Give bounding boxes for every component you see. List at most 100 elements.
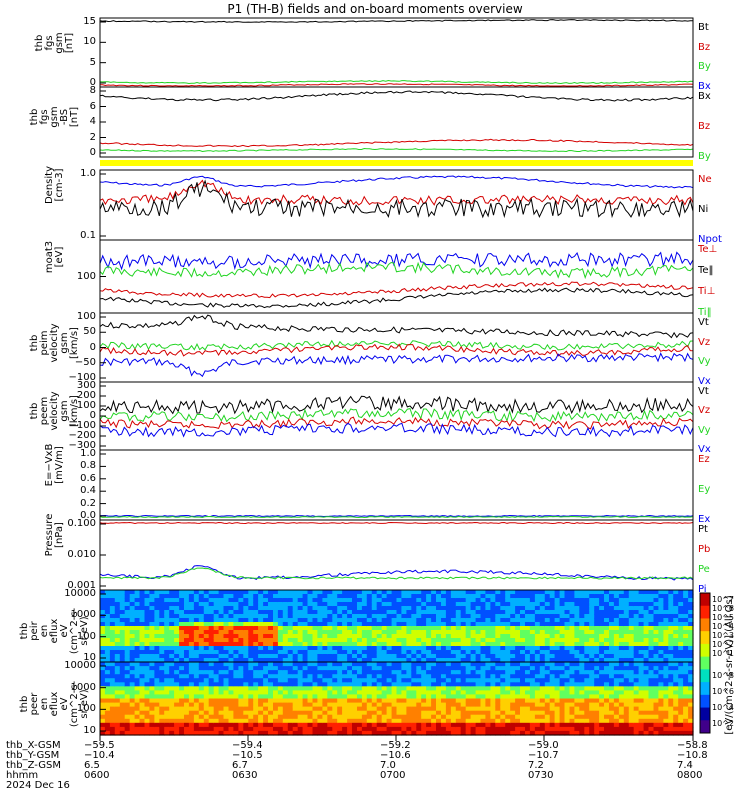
ion-spectrogram-1-cell (500, 642, 506, 647)
ion-spectrogram-1-cell (505, 634, 511, 639)
electron-spectrogram-cell (243, 690, 249, 696)
electron-spectrogram-cell (589, 666, 595, 671)
electron-spectrogram-cell (683, 722, 689, 728)
electron-spectrogram-cell (248, 710, 254, 716)
electron-spectrogram-cell (203, 710, 210, 716)
ion-spectrogram-1-cell (100, 638, 106, 643)
ion-spectrogram-1-cell (431, 634, 437, 639)
electron-spectrogram-cell (534, 662, 541, 667)
ion-spectrogram-1-cell (312, 654, 318, 659)
ion-spectrogram-1-cell (633, 654, 640, 659)
electron-spectrogram-cell (124, 722, 131, 728)
electron-spectrogram-cell (613, 730, 620, 736)
electron-spectrogram-cell (510, 714, 516, 720)
electron-spectrogram-cell (529, 694, 536, 700)
ytick-label-ve: −300 (68, 440, 96, 451)
ion-spectrogram-1-cell (525, 626, 531, 631)
ion-spectrogram-1-cell (322, 638, 328, 643)
ion-spectrogram-1-cell (129, 602, 136, 607)
ion-spectrogram-1-cell (495, 598, 501, 603)
ion-spectrogram-1-cell (119, 606, 126, 611)
ion-spectrogram-1-cell (332, 630, 338, 635)
electron-spectrogram-cell (371, 714, 378, 720)
electron-spectrogram-cell (465, 714, 472, 720)
ion-spectrogram-1-cell (100, 622, 106, 627)
electron-spectrogram-cell (515, 730, 521, 736)
electron-spectrogram-cell (643, 686, 650, 691)
electron-spectrogram-cell (391, 710, 398, 716)
electron-spectrogram-cell (495, 710, 501, 716)
ion-spectrogram-1-cell (213, 650, 220, 655)
electron-spectrogram-cell (109, 706, 116, 712)
electron-spectrogram-cell (307, 694, 313, 700)
ion-spectrogram-1-cell (174, 594, 180, 599)
ion-spectrogram-1-cell (465, 626, 472, 631)
ion-spectrogram-1-cell (623, 598, 630, 603)
ion-spectrogram-1-cell (337, 654, 343, 659)
ion-spectrogram-1-cell (549, 630, 556, 635)
ion-spectrogram-1-cell (455, 598, 462, 603)
ion-spectrogram-1-cell (164, 590, 170, 595)
electron-spectrogram-cell (203, 670, 210, 675)
ion-spectrogram-1-cell (208, 646, 215, 651)
electron-spectrogram-cell (104, 718, 111, 724)
ion-spectrogram-1-cell (529, 598, 536, 603)
electron-spectrogram-cell (124, 674, 131, 679)
electron-spectrogram-cell (554, 666, 561, 671)
electron-spectrogram-cell (193, 730, 200, 736)
electron-spectrogram-cell (243, 662, 249, 667)
ion-spectrogram-1-cell (223, 630, 229, 635)
ion-spectrogram-1-cell (465, 638, 472, 643)
electron-spectrogram-cell (332, 694, 338, 700)
ion-spectrogram-1-cell (233, 650, 239, 655)
ion-spectrogram-1-cell (391, 630, 398, 635)
ion-spectrogram-1-cell (327, 602, 333, 607)
ion-spectrogram-1-cell (302, 646, 309, 651)
ion-spectrogram-1-cell (100, 642, 106, 647)
ion-spectrogram-1-cell (510, 658, 516, 663)
ion-spectrogram-1-cell (500, 610, 506, 615)
ion-spectrogram-1-cell (569, 638, 575, 643)
ion-spectrogram-1-cell (653, 642, 659, 647)
electron-spectrogram-cell (584, 698, 590, 704)
ion-spectrogram-1-cell (490, 642, 496, 647)
ion-spectrogram-1-cell (411, 610, 417, 615)
ion-spectrogram-1-cell (273, 646, 279, 651)
ion-spectrogram-1-cell (129, 614, 136, 619)
electron-spectrogram-cell (638, 686, 645, 691)
ion-spectrogram-1-cell (544, 630, 551, 635)
electron-spectrogram-cell (485, 710, 491, 716)
ion-spectrogram-1-cell (391, 654, 398, 659)
electron-spectrogram-cell (688, 666, 694, 671)
ion-spectrogram-1-cell (139, 630, 145, 635)
electron-spectrogram-cell (470, 694, 477, 700)
electron-spectrogram-cell (623, 670, 630, 675)
electron-spectrogram-cell (179, 730, 185, 736)
ion-spectrogram-1-cell (500, 654, 506, 659)
electron-spectrogram-cell (539, 726, 546, 732)
ion-spectrogram-1-cell (658, 638, 664, 643)
electron-spectrogram-cell (604, 674, 610, 679)
ion-spectrogram-1-cell (396, 618, 402, 623)
electron-spectrogram-cell (658, 726, 664, 732)
ion-spectrogram-1-cell (317, 654, 323, 659)
ion-spectrogram-1-cell (460, 634, 467, 639)
ion-spectrogram-1-cell (564, 610, 570, 615)
electron-spectrogram-cell (109, 674, 116, 679)
electron-spectrogram-cell (159, 666, 165, 671)
ion-spectrogram-1-cell (525, 630, 531, 635)
ion-spectrogram-1-cell (376, 618, 383, 623)
ion-spectrogram-1-cell (164, 654, 170, 659)
ytick-label-peer: 100 (76, 703, 96, 715)
ion-spectrogram-1-cell (352, 594, 358, 599)
electron-spectrogram-cell (366, 698, 373, 704)
electron-spectrogram-cell (292, 678, 299, 683)
ion-spectrogram-1-cell (599, 610, 605, 615)
electron-spectrogram-cell (223, 682, 229, 687)
electron-spectrogram-cell (480, 698, 486, 704)
ion-spectrogram-1-cell (297, 618, 304, 623)
electron-spectrogram-cell (154, 694, 160, 700)
ion-spectrogram-1-cell (381, 630, 388, 635)
electron-spectrogram-cell (426, 730, 432, 736)
ion-spectrogram-1-cell (327, 594, 333, 599)
